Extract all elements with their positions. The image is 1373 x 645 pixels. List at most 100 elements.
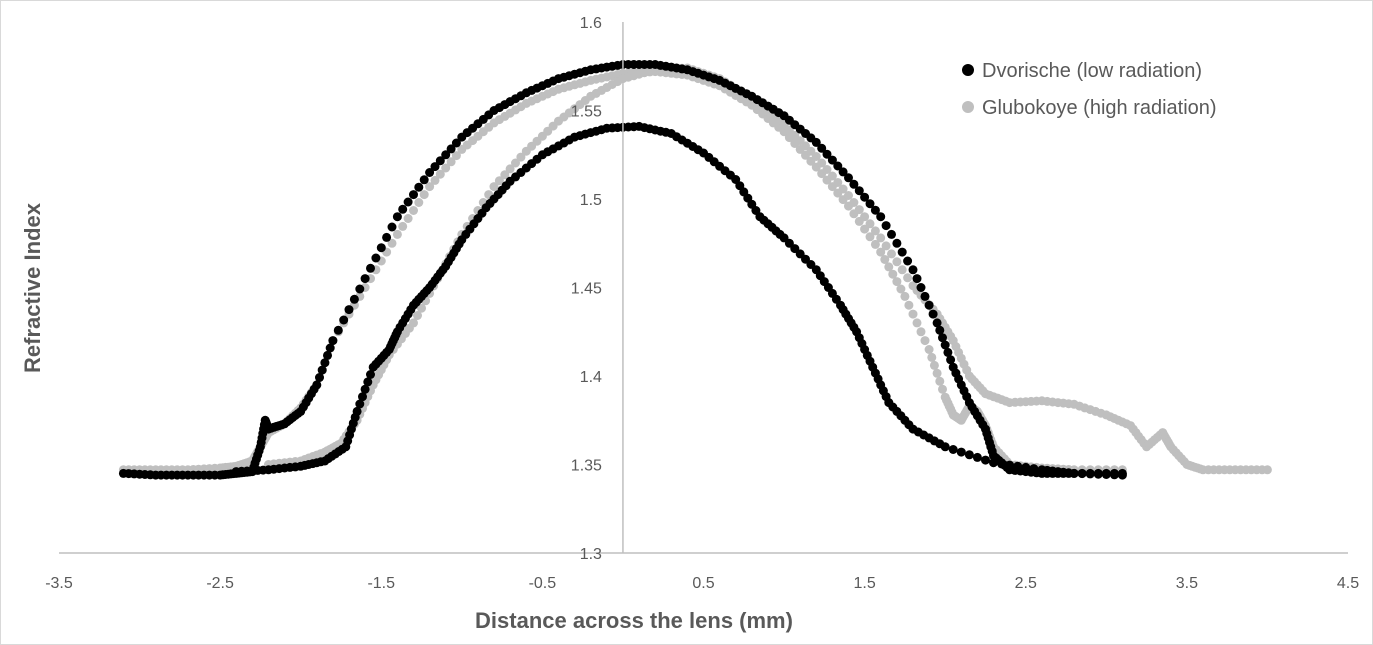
data-point [451, 138, 461, 148]
data-point [897, 265, 907, 275]
data-point [1005, 460, 1015, 470]
data-point [896, 284, 906, 294]
data-point [811, 152, 821, 161]
data-point [860, 192, 870, 202]
data-point [320, 358, 330, 368]
data-point [425, 182, 435, 192]
data-point [325, 343, 335, 353]
data-point [822, 165, 832, 174]
x-tick-label: -0.5 [529, 575, 557, 592]
data-point [916, 283, 926, 292]
data-point [328, 336, 338, 346]
data-point [435, 169, 445, 179]
data-point [838, 184, 848, 194]
data-point [425, 168, 435, 177]
data-point [1093, 469, 1103, 479]
data-point [904, 300, 914, 310]
data-point [1101, 470, 1111, 479]
y-tick-label: 1.55 [571, 104, 602, 121]
data-point [920, 336, 930, 346]
data-point [880, 255, 890, 264]
data-point [409, 190, 418, 200]
data-point [854, 186, 864, 196]
data-point [916, 327, 926, 337]
data-point [948, 445, 958, 454]
data-point [398, 204, 408, 214]
data-point [929, 360, 939, 370]
data-point [387, 222, 397, 232]
data-point [317, 365, 327, 375]
data-point [1109, 470, 1119, 480]
data-point [912, 318, 922, 328]
x-tick-label: 3.5 [1176, 575, 1198, 592]
data-point [940, 340, 950, 350]
data-point [349, 294, 359, 304]
data-point [887, 229, 896, 239]
data-point [844, 191, 853, 200]
data-point [446, 157, 456, 167]
data-point [932, 318, 942, 328]
data-point [409, 318, 418, 328]
data-point [494, 176, 504, 186]
data-point [441, 163, 451, 173]
x-tick-labels: -3.5 -2.5 -1.5 -0.5 0.5 1.5 2.5 3.5 4.5 [45, 575, 1359, 592]
data-point [419, 175, 429, 185]
legend-label-glubokoye: Glubokoye (high radiation) [982, 97, 1217, 119]
legend-marker-glubokoye [962, 101, 974, 113]
data-point [887, 249, 896, 259]
data-point [403, 214, 413, 223]
y-tick-label: 1.4 [580, 369, 602, 386]
data-point [403, 197, 413, 207]
data-point [392, 229, 402, 239]
data-point [844, 173, 853, 183]
legend-label-dvorische: Dvorische (low radiation) [982, 60, 1202, 82]
legend: Dvorische (low radiation) Glubokoye (hig… [962, 60, 1217, 119]
data-point [928, 309, 938, 319]
y-tick-label: 1.6 [580, 15, 602, 32]
data-point [940, 442, 950, 452]
data-point [924, 345, 934, 354]
data-point [344, 305, 354, 315]
data-point [333, 325, 343, 335]
series-layer [118, 60, 1272, 480]
data-point [441, 150, 451, 160]
data-point [849, 198, 859, 207]
y-tick-label: 1.3 [580, 546, 602, 563]
data-point [366, 263, 375, 273]
y-tick-label: 1.35 [571, 458, 602, 475]
data-point [811, 137, 821, 147]
x-tick-label: 2.5 [1015, 575, 1037, 592]
data-point [903, 273, 913, 283]
x-tick-label: 4.5 [1337, 575, 1359, 592]
data-point [352, 406, 362, 416]
data-point [430, 162, 440, 172]
data-point [900, 291, 910, 301]
data-point [387, 238, 397, 248]
data-point [1085, 469, 1095, 479]
data-point [363, 377, 373, 387]
data-point [382, 232, 392, 242]
data-point [827, 171, 837, 181]
data-point [912, 274, 922, 284]
series-dvorische [118, 60, 1127, 480]
x-tick-label: -1.5 [367, 575, 395, 592]
data-point [833, 161, 843, 171]
data-point [360, 384, 370, 394]
data-point [876, 233, 886, 243]
data-point [865, 199, 875, 209]
data-point [366, 370, 375, 379]
data-point [376, 243, 386, 253]
data-point [516, 152, 526, 162]
x-tick-label: 1.5 [854, 575, 876, 592]
data-point [903, 256, 913, 266]
data-point [323, 350, 332, 360]
data-point [876, 247, 886, 257]
data-point [371, 253, 381, 263]
data-point [1262, 465, 1272, 475]
data-point [946, 355, 956, 365]
data-point [430, 175, 440, 185]
data-point [392, 212, 402, 222]
data-point [943, 347, 953, 357]
data-point [451, 151, 461, 161]
